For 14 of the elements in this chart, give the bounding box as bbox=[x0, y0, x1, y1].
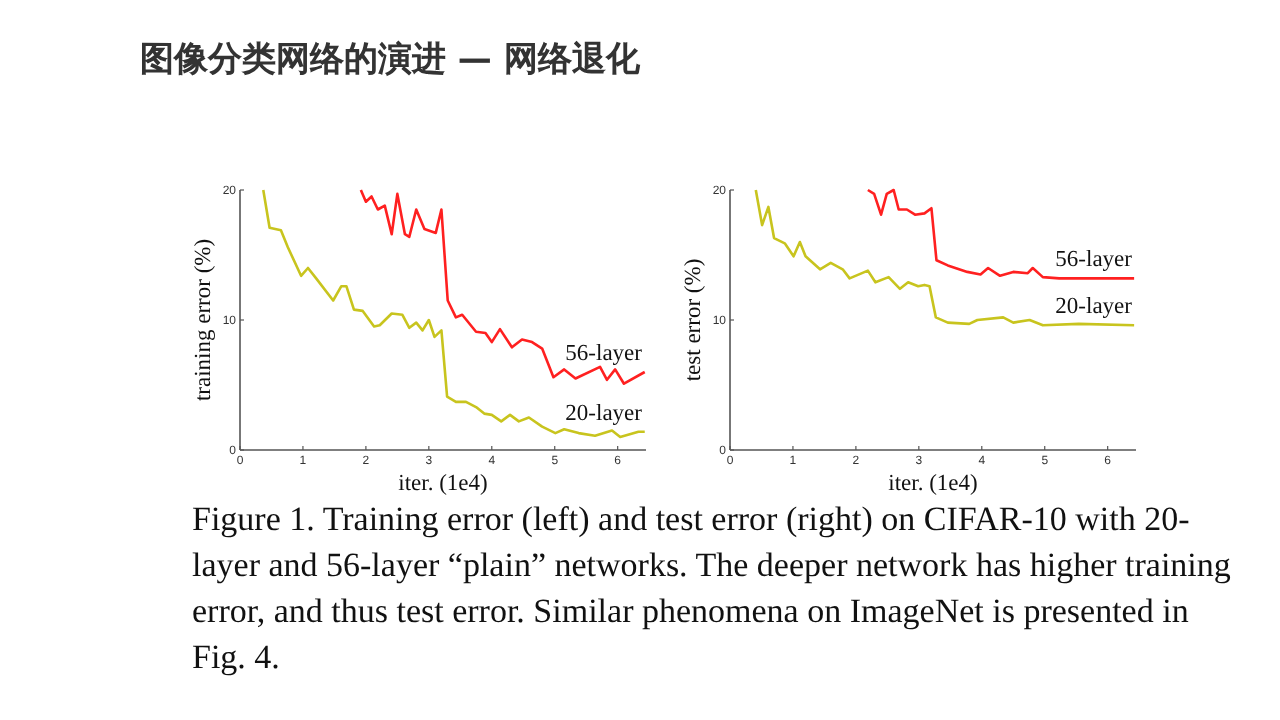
line-series bbox=[754, 188, 1136, 327]
chart-title: 图像分类网络的演进 — 网络退化 bbox=[140, 38, 640, 82]
line-series bbox=[261, 188, 647, 439]
caption: Figure 1. Training error (left) and test error (right) on CIFAR-10 with 20-layer and 56-layer “plain” networks. The deeper network has higher training error, and thus test error. Similar phenomena on ImageNet is presented in Fig. 4. bbox=[192, 498, 1232, 680]
line-series bbox=[866, 188, 1136, 280]
x-axis-title: iter. (1e4) bbox=[398, 472, 489, 496]
series-label: 56-layer bbox=[565, 342, 643, 366]
x-axis-title: iter. (1e4) bbox=[888, 472, 979, 496]
series-label: 56-layer bbox=[1055, 248, 1133, 273]
y-axis-title: test error (%) bbox=[682, 258, 706, 382]
series-label: 20-layer bbox=[565, 401, 643, 426]
series-label: 20-layer bbox=[1055, 295, 1133, 320]
line-series bbox=[359, 188, 647, 385]
y-axis-title: training error (%) bbox=[192, 238, 216, 402]
